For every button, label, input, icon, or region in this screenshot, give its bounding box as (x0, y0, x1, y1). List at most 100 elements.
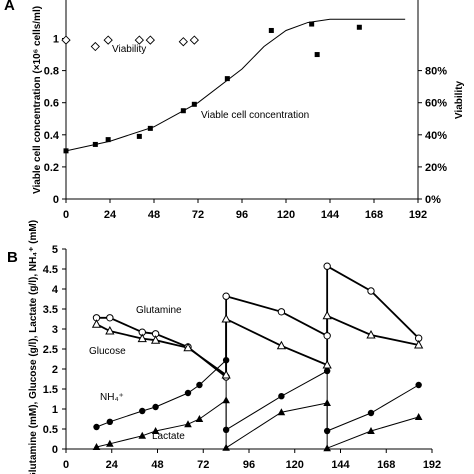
viability-annotation: Viability (112, 44, 146, 55)
glucose-point (221, 369, 231, 379)
glucose-point (322, 310, 332, 320)
panel-a-y2-tick-label: 60% (425, 98, 447, 110)
vcc-point (105, 137, 111, 143)
glucose-point (221, 313, 231, 323)
nh-point (415, 381, 422, 389)
lactate-line (225, 402, 328, 449)
glutamine-line (326, 265, 420, 339)
panel-b-x-tick-label: 0 (63, 459, 69, 471)
panel-b-x-tick-label: 192 (423, 459, 441, 471)
nh-point (184, 389, 192, 397)
glutamine-point (323, 262, 331, 270)
panel-a-x-tick-label: 24 (104, 209, 117, 221)
fit-curve (65, 18, 406, 152)
panel-b-y-tick-label: 4 (52, 284, 59, 296)
glucose-line (326, 314, 419, 346)
glucose-point (91, 319, 102, 328)
lactate-point (222, 396, 230, 404)
lactate-point (92, 443, 101, 450)
panel-a-label: A (4, 0, 15, 14)
panel-a-y-tick-label: 1 (53, 34, 59, 46)
viability-point (90, 41, 100, 52)
panel-b-x-tick-label: 168 (377, 459, 395, 471)
panel-a-x-tick-label: 168 (365, 209, 383, 221)
glucose-point (414, 339, 424, 349)
viability-point (134, 35, 144, 45)
vcc-point (268, 27, 274, 33)
lactate-point (222, 443, 230, 451)
nh-point (152, 403, 159, 411)
lactate-point (151, 427, 160, 434)
panel-b-x-tick-label: 24 (106, 459, 119, 471)
panel-b-y-tick-label: 2.5 (43, 344, 58, 356)
lactate-point (106, 439, 114, 447)
lactate-point (414, 413, 423, 420)
panel-b-chart: 0 24 48 72 96 120 144 168 192 0 0.5 1 1.5 2 2.5 3 3.5 4 4.… (28, 220, 441, 474)
nh-point (222, 357, 230, 364)
panel-a-chart: 0 24 48 72 96 120 144 168 192 0 0.2 0.4 0.6 0.8 1 0% 20%… (32, 0, 465, 221)
panel-a-y2-tick-label: 20% (425, 162, 447, 174)
glucose-point (366, 329, 376, 339)
nh-point (323, 427, 331, 435)
panel-b-x-tick-label: 48 (151, 459, 163, 471)
lactate-point (195, 415, 204, 422)
vcc-point (63, 148, 69, 154)
nh-point (196, 381, 203, 389)
panel-b-x-tick-label: 72 (197, 459, 209, 471)
viability-point (189, 35, 199, 45)
nh-point (278, 393, 285, 400)
vcc-point (314, 52, 320, 58)
panel-b-y-tick-label: 2 (52, 364, 58, 376)
glucose-point (105, 325, 115, 335)
panel-a-y2-tick-label: 80% (425, 66, 447, 78)
lactate-point (367, 427, 375, 434)
lactate-point (138, 431, 147, 439)
panel-b-x-tick-label: 144 (331, 459, 350, 471)
panel-a-y2-tick-label: 40% (425, 130, 447, 142)
panel-a-x-tick-label: 72 (192, 209, 204, 221)
glucose-point (137, 333, 147, 343)
panel-b-x-tick-label: 96 (243, 459, 255, 471)
panel-a-y-tick-label: 0.2 (44, 162, 59, 174)
glucose-line (96, 323, 227, 376)
vcc-point (224, 76, 230, 82)
lactate-point (277, 408, 286, 416)
panel-a-x-tick-label: 120 (277, 209, 295, 221)
vcc-point (191, 101, 197, 107)
viability-point (61, 35, 71, 45)
viability-point (145, 35, 155, 45)
panel-b-y-tick-label: 0 (52, 444, 58, 456)
nh-point (367, 409, 375, 417)
vcc-point (356, 24, 362, 30)
nh-line (225, 370, 328, 431)
vcc-point (136, 133, 142, 139)
panel-b-label: B (7, 249, 18, 266)
panel-b-ylabel: Glutamine (mM), Glucose (g/l), Lactate (… (28, 220, 39, 474)
lactate-point (323, 399, 331, 406)
glucose-label: Glucose (89, 346, 126, 357)
panel-a-ylabel: Viable cell concentration (×10⁶ cells/ml… (32, 6, 43, 194)
glutamine-line (225, 295, 328, 337)
glutamine-point (222, 292, 230, 300)
panel-b-y-tick-label: 3 (52, 324, 58, 336)
glutamine-point (277, 308, 286, 316)
panel-a-y-tick-label: 0.4 (44, 130, 60, 142)
panel-a-x-tick-label: 48 (148, 209, 160, 221)
glucose-line (225, 318, 328, 366)
panel-b-y-tick-label: 1.5 (43, 384, 58, 396)
vcc-point (147, 125, 153, 131)
panel-a-y2label: Viability (454, 80, 465, 119)
viability-point (178, 37, 188, 47)
nh-point (323, 367, 331, 375)
glucose-point (276, 340, 287, 350)
lactate-point (323, 444, 331, 452)
nh4-label: NH₄⁺ (100, 392, 124, 403)
vcc-annotation: Viable cell concentration (201, 110, 309, 121)
nh-line (326, 384, 419, 432)
panel-a-x-tick-label: 144 (321, 209, 340, 221)
panel-b-y-tick-label: 1 (52, 404, 58, 416)
panel-a-x-tick-label: 96 (236, 209, 248, 221)
glutamine-point (323, 332, 331, 340)
panel-a-y-tick-label: 0.6 (44, 98, 59, 110)
